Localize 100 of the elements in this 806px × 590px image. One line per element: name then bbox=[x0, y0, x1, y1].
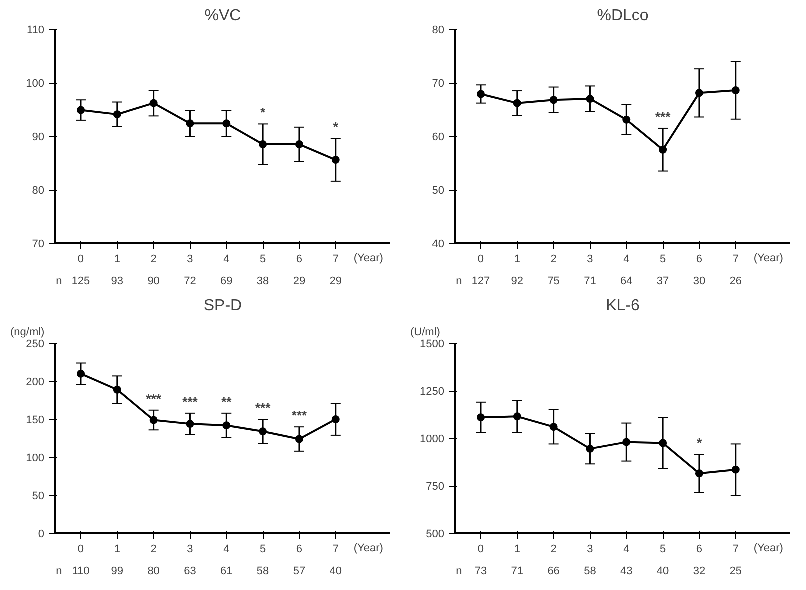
x-tick-label: 3 bbox=[187, 254, 194, 266]
text: n bbox=[456, 276, 462, 288]
annotation: *** bbox=[182, 394, 199, 410]
x-tick-label: 5 bbox=[260, 544, 266, 556]
x-tick-label: 2 bbox=[150, 544, 157, 556]
x-tick-label: 7 bbox=[332, 254, 339, 266]
annotation: *** bbox=[292, 408, 308, 424]
y-tick-label: 100 bbox=[26, 452, 45, 464]
text: 58 bbox=[584, 566, 596, 578]
x-tick-label: 3 bbox=[187, 544, 194, 556]
text: 99 bbox=[111, 566, 124, 578]
y-tick-label: 70 bbox=[32, 238, 45, 250]
text: n bbox=[56, 566, 62, 578]
y-tick-label: 150 bbox=[26, 414, 45, 426]
text: 26 bbox=[730, 276, 742, 288]
y-tick-label: 80 bbox=[432, 24, 445, 36]
text: 57 bbox=[293, 566, 306, 578]
annotation: * bbox=[696, 436, 703, 451]
y-tick-label: 60 bbox=[432, 132, 445, 144]
x-tick-label: 3 bbox=[587, 254, 594, 266]
y-tick-label: 1000 bbox=[420, 434, 445, 446]
text: 64 bbox=[620, 276, 633, 288]
y-tick-label: 1250 bbox=[420, 386, 445, 398]
annotation: * bbox=[260, 105, 267, 120]
text: 58 bbox=[256, 566, 270, 578]
text: 93 bbox=[111, 276, 124, 288]
chart-title: KL-6 bbox=[606, 298, 640, 314]
y-tick-label: 200 bbox=[26, 376, 45, 388]
x-tick-label: 4 bbox=[624, 254, 630, 266]
y-tick-label: 1500 bbox=[420, 338, 445, 350]
x-tick-label: 0 bbox=[478, 254, 484, 266]
y-tick-label: 250 bbox=[26, 338, 45, 350]
text: 92 bbox=[511, 276, 524, 288]
text: 30 bbox=[693, 276, 706, 288]
text: 29 bbox=[293, 276, 306, 288]
x-tick-label: 2 bbox=[550, 544, 557, 556]
y-tick-label: 90 bbox=[32, 132, 45, 144]
x-tick-label: 4 bbox=[224, 544, 230, 556]
x-tick-label: 1 bbox=[514, 544, 520, 556]
y-axis-title: (U/ml) bbox=[410, 326, 440, 338]
x-tick-label: 5 bbox=[260, 254, 266, 266]
text: 110 bbox=[72, 566, 90, 578]
chart-title: SP-D bbox=[204, 298, 242, 314]
x-tick-label: 0 bbox=[78, 544, 84, 556]
text: 127 bbox=[472, 276, 490, 288]
x-tick-label: 2 bbox=[550, 254, 557, 266]
text: 73 bbox=[474, 566, 488, 578]
text: n bbox=[56, 276, 62, 288]
text: 125 bbox=[72, 276, 90, 288]
x-tick-label: 6 bbox=[696, 254, 703, 266]
x-axis-title: (Year) bbox=[354, 542, 384, 554]
text: 37 bbox=[656, 276, 670, 288]
text: 71 bbox=[511, 566, 524, 578]
text: 40 bbox=[656, 566, 670, 578]
text: 40 bbox=[330, 566, 342, 578]
text: n bbox=[456, 566, 462, 578]
text: 63 bbox=[184, 566, 196, 578]
x-tick-label: 7 bbox=[732, 254, 739, 266]
x-tick-label: 1 bbox=[114, 254, 120, 266]
y-tick-label: 40 bbox=[432, 238, 445, 250]
x-tick-label: 0 bbox=[478, 544, 484, 556]
y-axis-title: (ng/ml) bbox=[10, 326, 45, 338]
annotation: * bbox=[333, 120, 340, 135]
y-tick-label: 750 bbox=[426, 481, 445, 493]
x-tick-label: 7 bbox=[332, 544, 339, 556]
x-tick-label: 5 bbox=[660, 544, 666, 556]
x-tick-label: 6 bbox=[696, 544, 703, 556]
text: 61 bbox=[220, 566, 233, 578]
y-tick-label: 50 bbox=[432, 185, 445, 197]
y-tick-label: 110 bbox=[26, 24, 45, 36]
y-tick-label: 80 bbox=[32, 185, 45, 197]
text: 69 bbox=[220, 276, 233, 288]
x-tick-label: 6 bbox=[296, 544, 303, 556]
annotation: *** bbox=[146, 391, 162, 406]
x-tick-label: 7 bbox=[732, 544, 739, 556]
chart-title: %DLco bbox=[597, 8, 649, 24]
x-tick-label: 2 bbox=[150, 254, 157, 266]
y-tick-label: 70 bbox=[432, 78, 445, 90]
text: 38 bbox=[256, 276, 270, 288]
y-tick-label: 0 bbox=[38, 528, 45, 540]
annotation: ** bbox=[222, 394, 233, 410]
x-tick-label: 0 bbox=[78, 254, 84, 266]
x-tick-label: 5 bbox=[660, 254, 666, 266]
text: 32 bbox=[693, 566, 706, 578]
text: 29 bbox=[330, 276, 342, 288]
x-tick-label: 6 bbox=[296, 254, 303, 266]
x-axis-title: (Year) bbox=[754, 252, 784, 264]
text: 71 bbox=[584, 276, 596, 288]
text: 90 bbox=[148, 276, 160, 288]
chart-title: %VC bbox=[204, 8, 242, 24]
x-tick-label: 4 bbox=[624, 544, 630, 556]
text: 43 bbox=[620, 566, 633, 578]
x-tick-label: 1 bbox=[514, 254, 520, 266]
annotation: *** bbox=[655, 109, 672, 124]
x-tick-label: 4 bbox=[224, 254, 230, 266]
x-tick-label: 1 bbox=[114, 544, 120, 556]
text: 25 bbox=[730, 566, 742, 578]
text: 72 bbox=[184, 276, 196, 288]
text: 75 bbox=[548, 276, 560, 288]
x-axis-title: (Year) bbox=[354, 252, 384, 264]
